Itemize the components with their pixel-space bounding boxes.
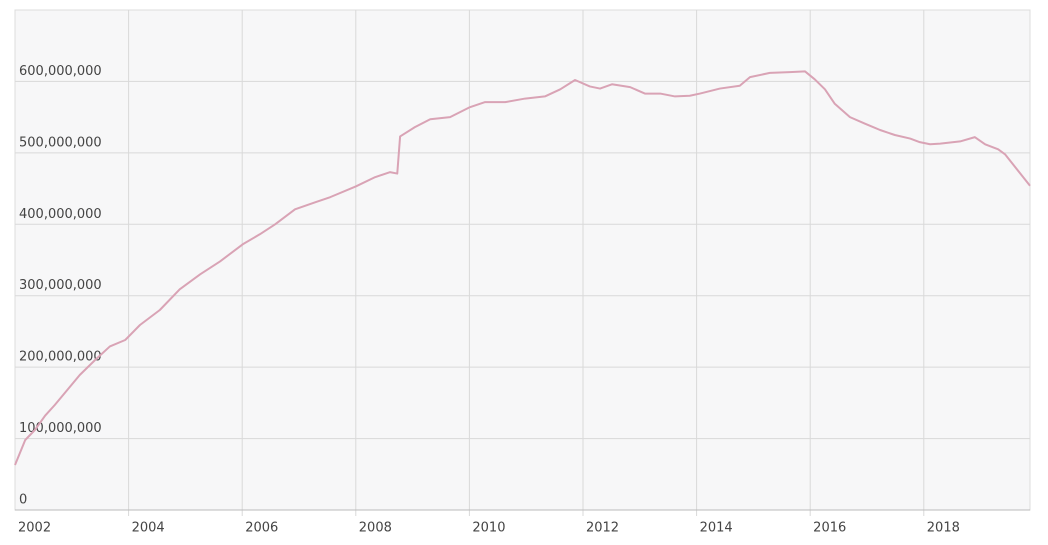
x-tick-label: 2004 <box>132 521 165 536</box>
x-tick-label: 2008 <box>359 521 392 536</box>
x-tick-label: 2006 <box>245 521 278 536</box>
x-tick-label: 2018 <box>927 521 960 536</box>
y-tick-label: 300,000,000 <box>19 278 102 293</box>
x-tick-label: 2012 <box>586 521 619 536</box>
y-tick-label: 0 <box>19 493 27 508</box>
y-tick-label: 500,000,000 <box>19 135 102 150</box>
plot-area <box>14 9 1031 511</box>
y-tick-label: 200,000,000 <box>19 350 102 365</box>
data-line <box>14 70 1031 466</box>
x-tick-label: 2014 <box>700 521 733 536</box>
y-tick-label: 400,000,000 <box>19 207 102 222</box>
y-tick-label: 600,000,000 <box>19 64 102 79</box>
x-tick-label: 2002 <box>18 521 51 536</box>
x-tick-label: 2016 <box>813 521 846 536</box>
x-tick-label: 2010 <box>472 521 505 536</box>
